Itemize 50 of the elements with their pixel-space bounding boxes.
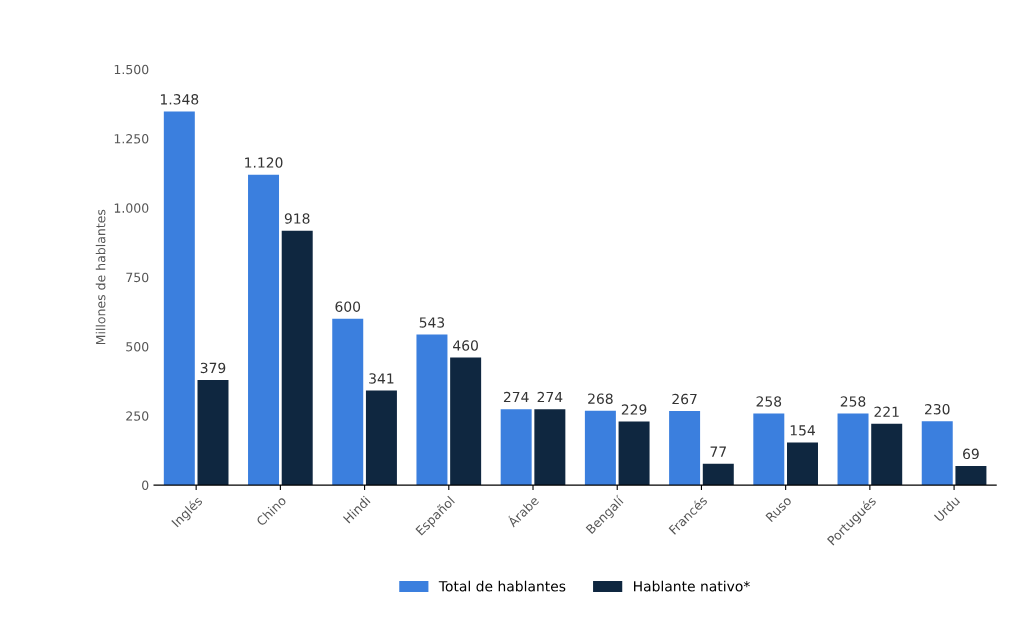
data-label: 1.120	[245, 157, 283, 168]
bar	[416, 334, 448, 486]
bar	[197, 380, 229, 486]
bar	[702, 463, 734, 486]
y-tick-label: 1.000	[114, 203, 149, 213]
bar	[281, 230, 313, 486]
bar	[921, 421, 953, 486]
bar	[787, 442, 818, 486]
bar	[753, 413, 785, 486]
bar	[618, 421, 650, 486]
bar	[871, 423, 903, 486]
legend-label: Total de hablantes	[438, 580, 566, 592]
y-axis-title: Millones de hablantes	[95, 209, 106, 345]
data-label: 460	[453, 340, 478, 351]
y-tick-label: 250	[126, 411, 149, 421]
data-label: 267	[672, 393, 697, 405]
data-label: 379	[200, 362, 226, 374]
y-tick-label: 750	[126, 272, 149, 283]
data-label: 221	[874, 406, 899, 417]
data-label: 230	[925, 403, 950, 415]
y-tick-label: 500	[126, 341, 149, 352]
bar	[332, 318, 364, 486]
data-label: 69	[963, 448, 979, 460]
bar	[365, 390, 397, 486]
data-label: 268	[588, 393, 613, 404]
bar	[163, 111, 195, 486]
data-label: 258	[756, 396, 782, 407]
y-tick-label: 1.500	[114, 64, 149, 75]
bar	[669, 411, 701, 486]
data-label: 154	[790, 425, 815, 436]
y-tick-label: 0	[142, 480, 149, 491]
data-label: 258	[840, 396, 866, 407]
bar	[584, 410, 616, 486]
legend-label: Hablante nativo*	[634, 580, 750, 592]
bar	[500, 409, 532, 486]
data-label: 77	[710, 446, 726, 457]
data-label: 918	[284, 213, 310, 224]
bar	[248, 174, 280, 486]
bar	[450, 357, 482, 486]
data-label: 274	[537, 391, 563, 403]
data-label: 1.348	[160, 94, 199, 105]
y-tick-label: 1.250	[114, 134, 149, 144]
data-label: 600	[335, 301, 361, 312]
data-label: 341	[369, 373, 394, 384]
bar	[837, 413, 869, 486]
bar	[534, 409, 566, 486]
data-label: 274	[503, 391, 529, 403]
data-label: 543	[419, 317, 445, 328]
bar	[955, 465, 987, 486]
data-label: 229	[621, 404, 647, 415]
